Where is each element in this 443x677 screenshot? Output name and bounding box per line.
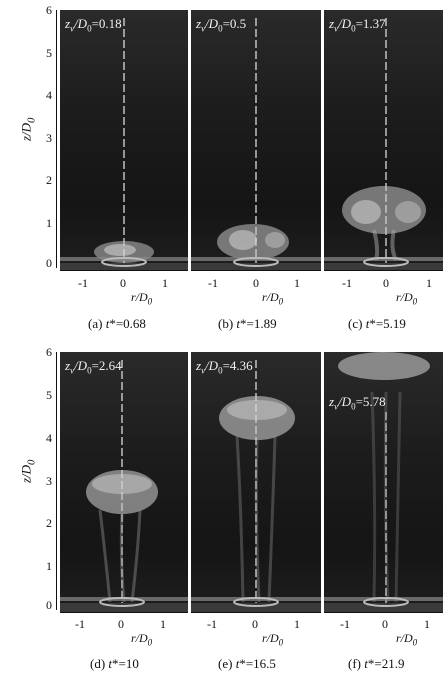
x-tick-a-1: 1 [162,276,168,290]
y-tick-bottom-1: 1 [46,559,52,573]
zv-label-b: zv/D0=0.5 [196,16,247,34]
panel-b-image [191,18,321,270]
caption-a: (a) t*=0.68 [88,316,146,331]
y-tick-bottom-0: 0 [46,598,52,612]
caption-b: (b) t*=1.89 [218,316,277,331]
zv-label-c: zv/D0=1.37 [329,16,386,34]
x-tick-e-0: 0 [252,617,258,631]
x-tick-b-neg1: -1 [208,276,218,290]
panel-e-image [191,360,321,612]
panel-d-image [60,360,188,612]
zv-label-d: zv/D0=2.64 [65,358,122,376]
x-axis-label-f: r/D0 [396,631,418,648]
y-tick-top-5: 5 [46,46,52,60]
y-tick-top-2: 2 [46,173,52,187]
x-axis-b [191,270,321,271]
y-axis-bottom [56,352,57,610]
panel-c-image [324,18,443,270]
x-axis-c [324,270,443,271]
y-axis-top [56,10,57,268]
zv-label-a: zv/D0=0.18 [65,16,122,34]
x-tick-c-0: 0 [383,276,389,290]
x-tick-f-neg1: -1 [340,617,350,631]
caption-d: (d) t*=10 [90,656,139,671]
y-tick-bottom-2: 2 [46,516,52,530]
x-axis-a [60,270,188,271]
y-tick-bottom-6: 6 [46,345,52,359]
y-tick-bottom-5: 5 [46,388,52,402]
x-tick-b-1: 1 [294,276,300,290]
panel-f: zv/D0=5.78 [324,352,443,612]
x-axis-label-b: r/D0 [262,290,284,307]
panel-a: zv/D0=0.18 [60,10,188,270]
y-tick-top-6: 6 [46,3,52,17]
x-axis-label-e: r/D0 [262,631,284,648]
x-tick-a-0: 0 [120,276,126,290]
x-axis-f [324,612,443,613]
x-tick-e-neg1: -1 [207,617,217,631]
x-axis-d [60,612,188,613]
panel-d: zv/D0=2.64 [60,352,188,612]
x-tick-c-1: 1 [426,276,432,290]
zv-label-f: zv/D0=5.78 [329,394,386,412]
y-tick-bottom-3: 3 [46,474,52,488]
y-tick-top-0: 0 [46,256,52,270]
panel-c: zv/D0=1.37 [324,10,443,270]
x-tick-a-neg1: -1 [78,276,88,290]
panel-e: zv/D0=4.36 [191,352,321,612]
y-tick-top-4: 4 [46,88,52,102]
x-tick-f-0: 0 [382,617,388,631]
y-tick-top-3: 3 [46,131,52,145]
y-axis-label-top: z/D0 [18,117,38,142]
x-tick-e-1: 1 [294,617,300,631]
y-axis-label-bottom: z/D0 [18,459,38,484]
panel-b: zv/D0=0.5 [191,10,321,270]
caption-f: (f) t*=21.9 [348,656,405,671]
x-tick-f-1: 1 [424,617,430,631]
x-axis-label-a: r/D0 [131,290,153,307]
x-axis-label-d: r/D0 [131,631,153,648]
caption-c: (c) t*=5.19 [348,316,406,331]
x-tick-d-1: 1 [160,617,166,631]
panel-a-image [60,18,188,270]
x-tick-b-0: 0 [253,276,259,290]
x-axis-e [191,612,321,613]
y-tick-top-1: 1 [46,216,52,230]
x-tick-d-0: 0 [118,617,124,631]
panel-f-image [324,352,443,612]
y-tick-bottom-4: 4 [46,431,52,445]
caption-e: (e) t*=16.5 [218,656,276,671]
x-tick-c-neg1: -1 [342,276,352,290]
x-tick-d-neg1: -1 [75,617,85,631]
x-axis-label-c: r/D0 [396,290,418,307]
zv-label-e: zv/D0=4.36 [196,358,253,376]
